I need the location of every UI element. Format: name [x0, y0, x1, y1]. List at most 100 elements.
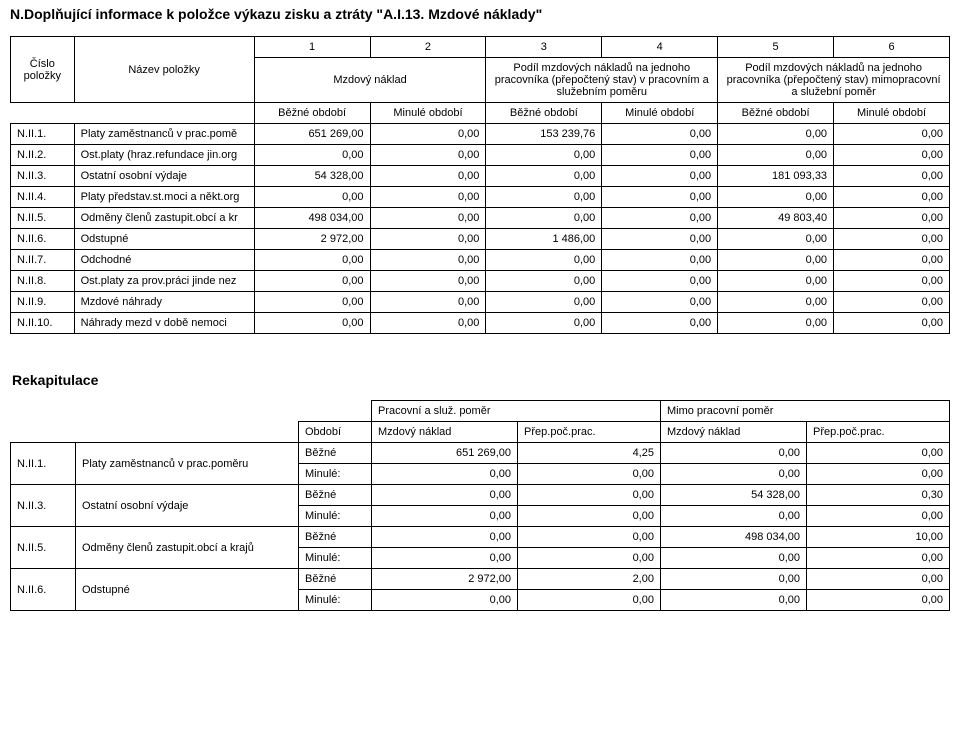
- row-value: 0,00: [834, 124, 950, 145]
- table-row: N.II.3.Ostatní osobní výdaje54 328,000,0…: [11, 166, 950, 187]
- empty-cell: [299, 401, 372, 422]
- row-name: Platy zaměstnanců v prac.pomě: [74, 124, 254, 145]
- recap-value: 0,00: [372, 590, 518, 611]
- recap-title: Rekapitulace: [12, 372, 950, 388]
- recap-value: 0,00: [807, 548, 950, 569]
- recap-period-bezne: Běžné: [299, 527, 372, 548]
- row-value: 0,00: [602, 229, 718, 250]
- recap-row: N.II.3.Ostatní osobní výdajeBěžné0,000,0…: [11, 485, 950, 506]
- recap-value: 0,00: [660, 464, 806, 485]
- row-code: N.II.6.: [11, 229, 75, 250]
- main-num-3: 3: [486, 37, 602, 58]
- main-num-4: 4: [602, 37, 718, 58]
- recap-row-code: N.II.1.: [11, 443, 76, 485]
- recap-period-minule: Minulé:: [299, 464, 372, 485]
- row-value: 54 328,00: [254, 166, 370, 187]
- recap-value: 0,00: [518, 590, 661, 611]
- recap-value: 0,00: [372, 464, 518, 485]
- row-value: 0,00: [602, 208, 718, 229]
- row-value: 0,00: [834, 187, 950, 208]
- row-value: 0,00: [254, 250, 370, 271]
- recap-value: 0,30: [807, 485, 950, 506]
- recap-row-code: N.II.6.: [11, 569, 76, 611]
- row-name: Platy představ.st.moci a někt.org: [74, 187, 254, 208]
- row-value: 0,00: [370, 124, 486, 145]
- recap-value: 0,00: [660, 548, 806, 569]
- main-num-6: 6: [834, 37, 950, 58]
- row-code: N.II.4.: [11, 187, 75, 208]
- row-value: 0,00: [718, 250, 834, 271]
- row-name: Ost.platy za prov.práci jinde nez: [74, 271, 254, 292]
- row-value: 0,00: [486, 250, 602, 271]
- recap-row: N.II.6.OdstupnéBěžné2 972,002,000,000,00: [11, 569, 950, 590]
- table-row: N.II.9.Mzdové náhrady0,000,000,000,000,0…: [11, 292, 950, 313]
- row-value: 0,00: [486, 187, 602, 208]
- row-value: 0,00: [370, 292, 486, 313]
- recap-period-minule: Minulé:: [299, 548, 372, 569]
- row-value: 0,00: [602, 166, 718, 187]
- recap-row-name: Platy zaměstnanců v prac.poměru: [76, 443, 299, 485]
- table-row: N.II.1.Platy zaměstnanců v prac.pomě651 …: [11, 124, 950, 145]
- recap-row-code: N.II.3.: [11, 485, 76, 527]
- recap-col-mz-2: Mzdový náklad: [660, 422, 806, 443]
- recap-value: 0,00: [660, 590, 806, 611]
- row-value: 0,00: [254, 271, 370, 292]
- recap-row-name: Odstupné: [76, 569, 299, 611]
- row-value: 0,00: [370, 229, 486, 250]
- recap-value: 0,00: [372, 506, 518, 527]
- row-value: 0,00: [254, 145, 370, 166]
- main-table-number-row: Číslo položky Název položky 1 2 3 4 5 6: [11, 37, 950, 58]
- recap-period-bezne: Běžné: [299, 569, 372, 590]
- row-value: 0,00: [718, 187, 834, 208]
- row-code: N.II.2.: [11, 145, 75, 166]
- recap-row-name: Ostatní osobní výdaje: [76, 485, 299, 527]
- row-value: 0,00: [370, 313, 486, 334]
- recap-value: 0,00: [807, 464, 950, 485]
- recap-value: 0,00: [372, 485, 518, 506]
- row-value: 0,00: [602, 250, 718, 271]
- row-value: 651 269,00: [254, 124, 370, 145]
- row-value: 0,00: [834, 250, 950, 271]
- row-value: 153 239,76: [486, 124, 602, 145]
- row-value: 0,00: [602, 145, 718, 166]
- recap-value: 0,00: [372, 548, 518, 569]
- row-value: 0,00: [834, 292, 950, 313]
- row-value: 0,00: [834, 145, 950, 166]
- recap-value: 651 269,00: [372, 443, 518, 464]
- document-page: N.Doplňující informace k položce výkazu …: [0, 0, 960, 621]
- main-num-5: 5: [718, 37, 834, 58]
- row-value: 0,00: [370, 145, 486, 166]
- row-value: 0,00: [718, 229, 834, 250]
- recap-value: 0,00: [518, 527, 661, 548]
- empty-cell: [76, 422, 299, 443]
- row-value: 0,00: [370, 208, 486, 229]
- row-value: 0,00: [718, 313, 834, 334]
- recap-value: 2 972,00: [372, 569, 518, 590]
- recap-value: 0,00: [660, 443, 806, 464]
- sub-minule-2: Minulé období: [602, 103, 718, 124]
- row-value: 0,00: [834, 208, 950, 229]
- recap-value: 2,00: [518, 569, 661, 590]
- row-value: 0,00: [370, 271, 486, 292]
- recap-row-code: N.II.5.: [11, 527, 76, 569]
- table-row: N.II.8.Ost.platy za prov.práci jinde nez…: [11, 271, 950, 292]
- row-value: 0,00: [370, 187, 486, 208]
- recap-value: 0,00: [807, 443, 950, 464]
- row-value: 0,00: [834, 271, 950, 292]
- row-value: 0,00: [486, 145, 602, 166]
- main-hdr-name: Název položky: [74, 37, 254, 103]
- recap-col-period: Období: [299, 422, 372, 443]
- recap-period-minule: Minulé:: [299, 506, 372, 527]
- recap-value: 0,00: [807, 506, 950, 527]
- sub-minule-3: Minulé období: [834, 103, 950, 124]
- recap-value: 0,00: [660, 569, 806, 590]
- empty-cell: [74, 103, 254, 124]
- table-row: N.II.6.Odstupné2 972,000,001 486,000,000…: [11, 229, 950, 250]
- recap-col-prep-2: Přep.poč.prac.: [807, 422, 950, 443]
- row-value: 0,00: [718, 271, 834, 292]
- row-value: 0,00: [834, 229, 950, 250]
- row-value: 0,00: [486, 313, 602, 334]
- table-row: N.II.2.Ost.platy (hraz.refundace jin.org…: [11, 145, 950, 166]
- main-table: Číslo položky Název položky 1 2 3 4 5 6 …: [10, 36, 950, 334]
- empty-cell: [76, 401, 299, 422]
